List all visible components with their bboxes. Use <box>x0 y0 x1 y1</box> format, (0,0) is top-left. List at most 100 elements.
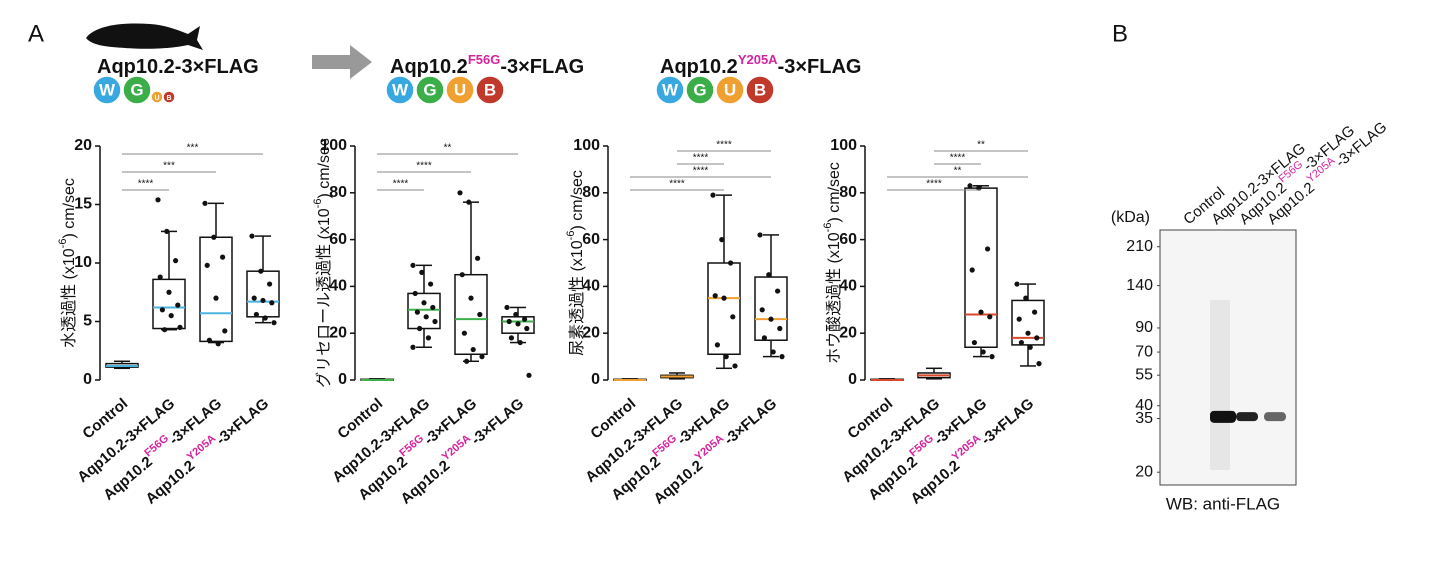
y-tick-label: 5 <box>83 313 92 330</box>
data-point <box>757 232 763 238</box>
data-point <box>470 346 476 353</box>
lane-label: Aqp10.2F56G-3×FLAG <box>1234 119 1358 228</box>
text-part: -6 <box>565 231 577 241</box>
text-part: -6 <box>822 223 834 233</box>
data-point <box>457 190 463 196</box>
y-tick-label: 20 <box>329 324 347 341</box>
y-tick-label: 10 <box>74 254 92 271</box>
data-point <box>251 295 257 301</box>
significance-label: *** <box>187 143 199 154</box>
data-point <box>215 341 221 347</box>
y-tick-label: 40 <box>329 278 347 295</box>
y-tick-label: 0 <box>83 371 92 388</box>
box <box>754 276 788 341</box>
y-tick-label: 80 <box>329 184 347 201</box>
y-tick-label: 20 <box>839 324 857 341</box>
box <box>454 273 488 356</box>
y-tick-label: 20 <box>74 137 92 154</box>
text-part: -3×FLAG <box>978 395 1037 448</box>
data-point <box>249 233 255 239</box>
y-axis-label: 水透過性 (x10-6) cm/sec <box>57 178 78 348</box>
data-point <box>1036 361 1042 367</box>
y-tick-label: 0 <box>338 371 347 388</box>
text-part: グリセロール透過性 (x10 <box>315 208 333 388</box>
panel-label: A <box>28 20 44 47</box>
data-point <box>459 272 465 278</box>
data-point <box>513 311 519 318</box>
y-tick-label: 90 <box>1135 319 1153 336</box>
data-point <box>1023 295 1029 301</box>
data-point <box>987 314 993 320</box>
significance-label: **** <box>950 153 966 164</box>
text-part: Aqp10.2 <box>660 56 738 78</box>
construct-title: Aqp10.2F56G-3×FLAG <box>390 52 584 78</box>
data-point <box>213 295 219 301</box>
badge-letter: B <box>166 95 171 102</box>
text-part: -3×FLAG <box>500 56 584 78</box>
y-tick-label: 40 <box>1135 397 1153 414</box>
construct-title: Aqp10.2-3×FLAG <box>97 56 259 78</box>
data-point <box>430 304 436 311</box>
data-point <box>1034 335 1040 341</box>
data-point <box>410 262 416 268</box>
data-point <box>271 320 277 326</box>
significance-label: ** <box>954 166 962 177</box>
data-point <box>723 354 729 360</box>
badge <box>655 75 685 105</box>
text-part: Aqp10.2 <box>390 56 468 78</box>
significance-label: **** <box>393 179 409 190</box>
data-point <box>714 342 721 348</box>
significance-label: **** <box>693 166 709 177</box>
band <box>1264 412 1286 422</box>
data-point <box>412 290 418 297</box>
data-point <box>425 335 431 341</box>
badge-letter: U <box>154 95 159 102</box>
box <box>501 316 535 334</box>
data-point <box>1027 344 1033 350</box>
badge-letter: G <box>130 80 143 99</box>
band <box>1210 410 1236 423</box>
data-point <box>730 314 736 320</box>
data-point <box>768 316 774 322</box>
data-point <box>770 349 776 355</box>
data-point <box>479 354 485 360</box>
data-point <box>211 234 217 240</box>
text-part: F56G <box>468 52 501 67</box>
data-point <box>967 183 973 189</box>
data-point <box>504 304 510 311</box>
y-axis-label: 尿素透過性 (x10-6) cm/sec <box>565 170 586 356</box>
data-point <box>989 354 995 360</box>
data-point <box>220 254 226 260</box>
significance-label: ** <box>977 140 985 151</box>
text-part: ) cm/sec <box>316 138 333 198</box>
badge-letter: U <box>724 80 736 99</box>
box <box>1011 299 1045 346</box>
y-tick-label: 80 <box>839 184 857 201</box>
data-point <box>712 293 718 299</box>
badge <box>92 75 122 105</box>
y-tick-label: 35 <box>1135 410 1153 427</box>
data-point <box>159 307 165 313</box>
badge <box>685 75 715 105</box>
arrow <box>312 45 372 79</box>
data-point <box>475 255 481 261</box>
y-tick-label: 210 <box>1126 238 1153 255</box>
data-point <box>164 228 170 235</box>
data-point <box>522 316 528 322</box>
badge-letter: G <box>423 80 436 99</box>
y-tick-label: 20 <box>582 324 600 341</box>
data-point <box>253 311 259 318</box>
y-tick-label: 100 <box>573 137 600 154</box>
text-part: Aqp10.2-3×FLAG <box>97 56 259 78</box>
text-part: 水透過性 (x10 <box>60 248 78 348</box>
badge <box>385 75 415 105</box>
data-point <box>410 344 416 350</box>
y-tick-label: 70 <box>1135 343 1153 360</box>
y-tick-label: 0 <box>848 371 857 388</box>
data-point <box>779 354 785 360</box>
y-axis-label: (kDa) <box>1111 209 1150 226</box>
significance-label: ** <box>444 143 452 154</box>
data-point <box>267 281 273 287</box>
data-point <box>719 237 725 243</box>
data-point <box>162 327 168 333</box>
